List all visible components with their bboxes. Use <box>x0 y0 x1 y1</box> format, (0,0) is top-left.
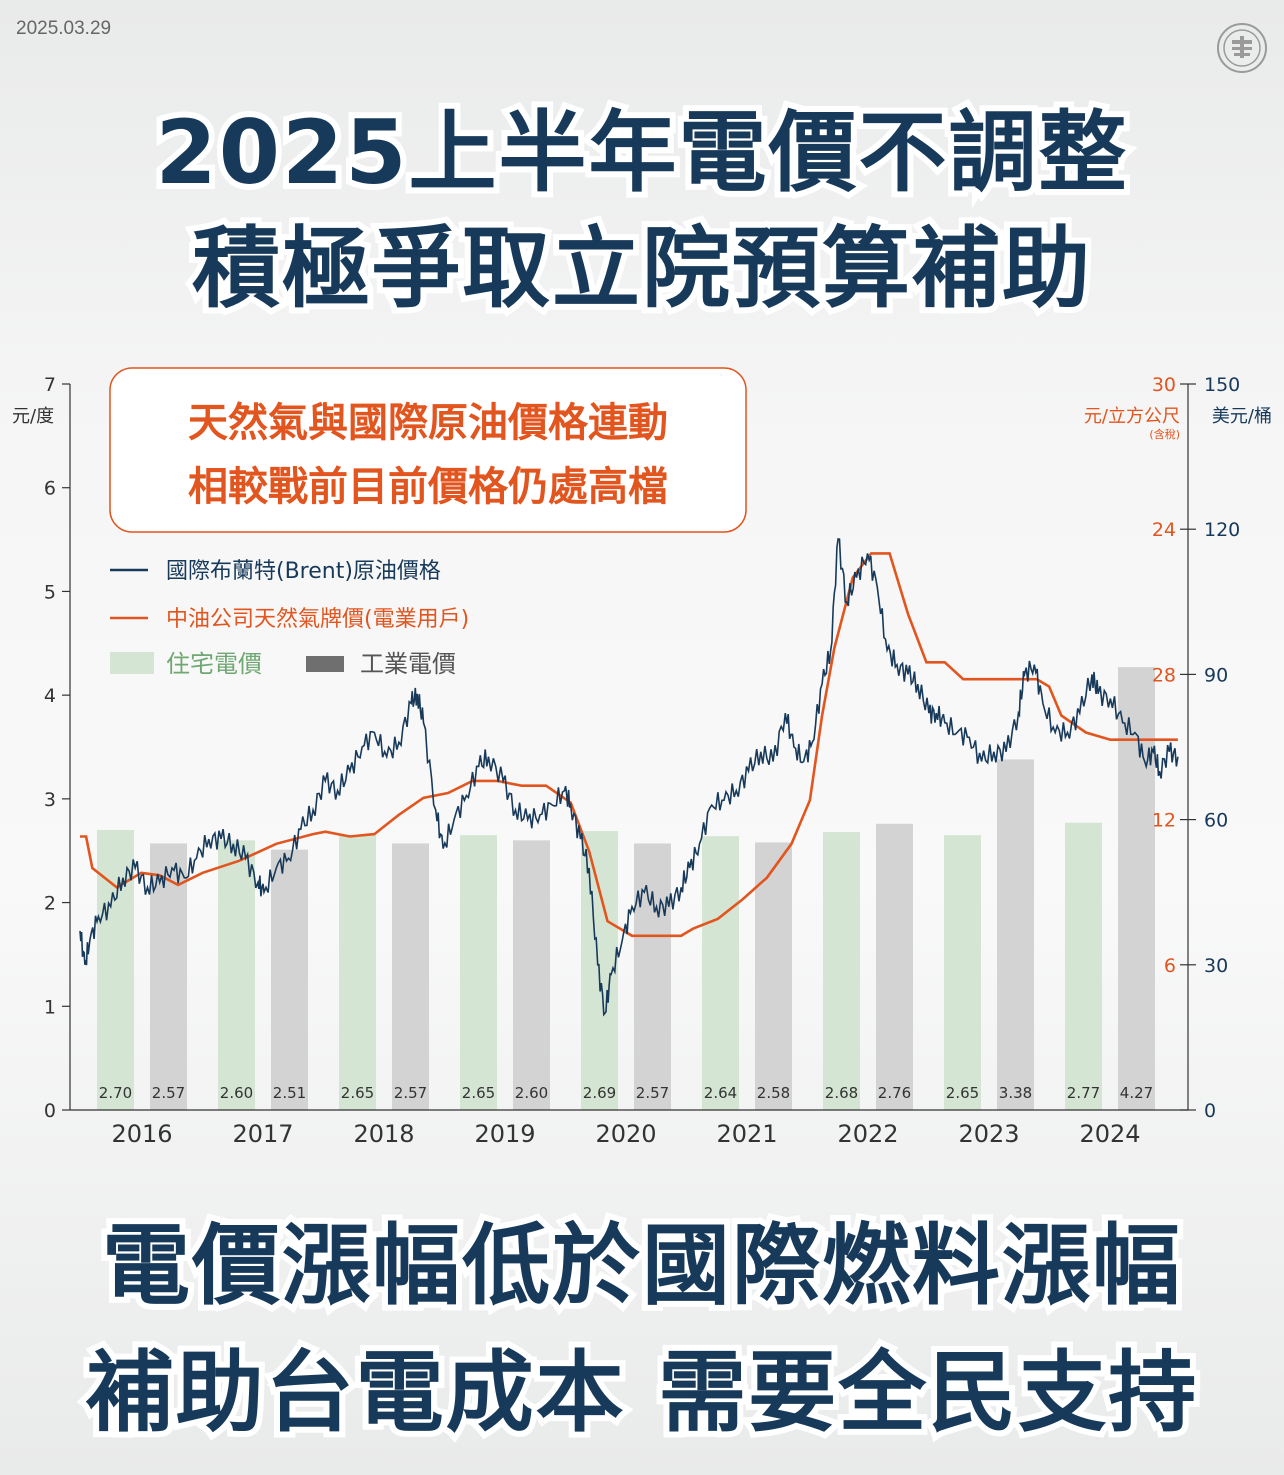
bar-residential <box>218 840 255 1110</box>
year-tick-label: 2019 <box>474 1120 535 1148</box>
publish-date: 2025.03.29 <box>16 18 112 39</box>
bar-industrial <box>150 843 187 1110</box>
right-brent-tick-label: 60 <box>1204 810 1228 832</box>
right-axis1-unit: 元/立方公尺 <box>1084 406 1180 427</box>
left-tick-label: 2 <box>44 893 56 915</box>
callout-line-2: 相較戰前目前價格仍處高檔 <box>188 464 668 510</box>
callout-line-1: 天然氣與國際原油價格連動 <box>188 400 668 446</box>
bar-label-residential: 2.65 <box>462 1084 495 1102</box>
bar-label-residential: 2.65 <box>946 1084 979 1102</box>
bottom-line-1: 電價漲幅低於國際燃料漲幅 <box>96 1208 1186 1323</box>
left-axis-unit: 元/度 <box>12 406 54 427</box>
brent-price-line <box>79 537 1179 1017</box>
emblem-logo <box>1217 23 1267 73</box>
bar-label-residential: 2.70 <box>99 1084 132 1102</box>
bar-industrial <box>634 843 671 1110</box>
bar-residential <box>702 836 739 1110</box>
year-labels: 2016 2017 2018 2019 2020 2021 2022 2023 2024 <box>111 1120 1140 1148</box>
bar-label-industrial: 3.38 <box>999 1084 1032 1102</box>
bar-value-labels: 2.70 2.57 2.60 2.51 2.65 2.57 2.65 2.60 2.69 2.57… <box>99 1084 1153 1102</box>
right-gas-tick-label: 6 <box>1164 955 1176 977</box>
year-tick-label: 2020 <box>595 1120 656 1148</box>
right-gas-tick-label: 30 <box>1152 374 1176 396</box>
right-axis1-note: (含稅) <box>1149 427 1180 441</box>
right-brent-tick-label: 150 <box>1204 374 1240 396</box>
bar-label-industrial: 2.60 <box>515 1084 548 1102</box>
year-tick-label: 2024 <box>1079 1120 1140 1148</box>
right-brent-tick-label: 90 <box>1204 664 1228 686</box>
bar-label-industrial: 4.27 <box>1120 1084 1153 1102</box>
bar-industrial <box>513 840 550 1110</box>
bar-residential <box>1065 822 1102 1110</box>
bar-label-industrial: 2.57 <box>152 1084 185 1102</box>
legend-gas-label: 中油公司天然氣牌價(電業用戶) <box>166 607 469 632</box>
bar-residential <box>339 835 376 1110</box>
bar-label-residential: 2.69 <box>583 1084 616 1102</box>
left-tick-label: 7 <box>44 374 56 396</box>
left-tick-label: 1 <box>44 996 56 1018</box>
right-axis2-unit: 美元/桶 <box>1212 406 1272 427</box>
gas-price-line <box>80 552 1178 938</box>
bar-industrial <box>997 759 1034 1110</box>
legend-industrial-swatch <box>306 656 344 672</box>
right-brent-tick-label: 30 <box>1204 955 1228 977</box>
right-gas-tick-label: 24 <box>1152 519 1176 541</box>
bar-residential <box>460 835 497 1110</box>
legend-industrial-label: 工業電價 <box>360 650 456 678</box>
year-tick-label: 2023 <box>958 1120 1019 1148</box>
bar-label-industrial: 2.57 <box>394 1084 427 1102</box>
bar-label-industrial: 2.76 <box>878 1084 911 1102</box>
bar-label-residential: 2.64 <box>704 1084 737 1102</box>
left-tick-label: 5 <box>44 581 56 603</box>
legend-residential-swatch <box>110 652 154 674</box>
bar-label-industrial: 2.57 <box>636 1084 669 1102</box>
bar-residential <box>944 835 981 1110</box>
year-tick-label: 2022 <box>837 1120 898 1148</box>
bar-residential <box>97 829 134 1110</box>
bar-industrial <box>392 843 429 1110</box>
bar-industrial <box>755 842 792 1110</box>
bar-label-residential: 2.68 <box>825 1084 858 1102</box>
bar-label-residential: 2.77 <box>1067 1084 1100 1102</box>
right-gas-tick-label: 12 <box>1152 810 1176 832</box>
legend-brent-label: 國際布蘭特(Brent)原油價格 <box>166 559 441 584</box>
right-brent-tick-label: 0 <box>1204 1100 1216 1122</box>
year-tick-label: 2018 <box>353 1120 414 1148</box>
right-brent-tick-label: 120 <box>1204 519 1240 541</box>
bar-industrial <box>271 849 308 1110</box>
bottom-line-2: 補助台電成本 需要全民支持 <box>80 1335 1203 1450</box>
left-tick-label: 6 <box>44 478 56 500</box>
year-tick-label: 2021 <box>716 1120 777 1148</box>
bar-label-residential: 2.65 <box>341 1084 374 1102</box>
bar-industrial <box>876 823 913 1110</box>
year-tick-label: 2017 <box>232 1120 293 1148</box>
right-gas-tick-label: 28 <box>1152 664 1176 686</box>
bar-group <box>97 667 1155 1110</box>
headline-line-1: 2025上半年電價不調整 <box>150 95 1133 210</box>
bar-label-industrial: 2.51 <box>273 1084 306 1102</box>
left-tick-label: 3 <box>44 789 56 811</box>
year-tick-label: 2016 <box>111 1120 172 1148</box>
bar-residential <box>823 832 860 1110</box>
left-tick-label: 4 <box>44 685 56 707</box>
left-tick-label: 0 <box>44 1100 56 1122</box>
bar-label-industrial: 2.58 <box>757 1084 790 1102</box>
callout-box <box>109 367 747 533</box>
bar-label-residential: 2.60 <box>220 1084 253 1102</box>
headline-line-2: 積極爭取立院預算補助 <box>186 211 1096 326</box>
legend-residential-label: 住宅電價 <box>166 650 262 678</box>
